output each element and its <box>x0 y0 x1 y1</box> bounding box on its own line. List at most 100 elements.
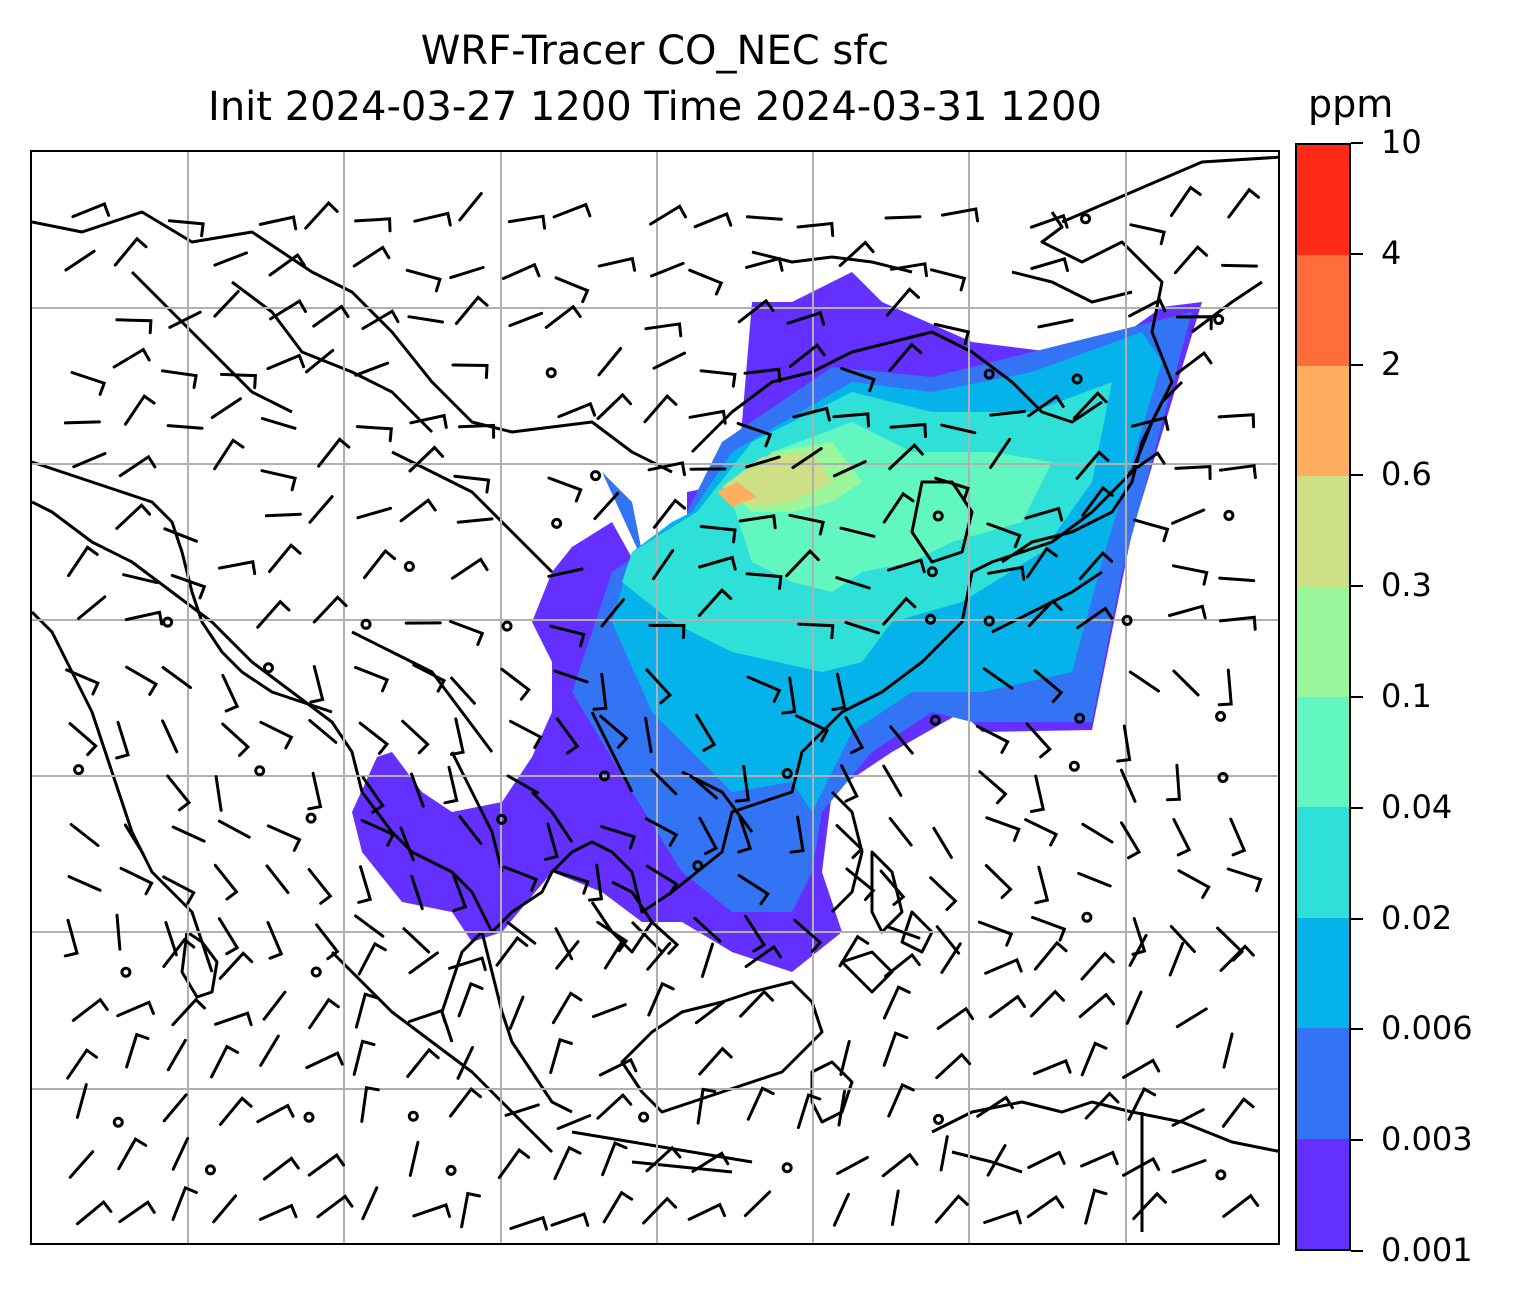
wind-barb <box>171 1137 190 1171</box>
wind-barb <box>650 768 678 796</box>
calm-wind-marker <box>305 812 317 824</box>
wind-barb <box>1125 990 1143 1025</box>
wind-barb <box>745 572 783 590</box>
wind-barb <box>118 454 157 478</box>
wind-barb <box>67 875 102 892</box>
wind-barb <box>984 864 1013 900</box>
wind-barb <box>1171 1159 1207 1174</box>
wind-barb <box>1173 244 1209 275</box>
wind-barb <box>256 1103 295 1124</box>
wind-barb <box>554 276 590 304</box>
wind-barb <box>161 719 179 754</box>
wind-barb <box>75 1083 88 1119</box>
wind-barb <box>603 937 626 970</box>
wind-barb <box>354 992 379 1029</box>
wind-barb <box>1128 933 1148 967</box>
wind-barb <box>162 937 196 968</box>
wind-barb <box>882 985 911 1020</box>
wind-barb <box>988 994 1026 1019</box>
wind-barb <box>1218 576 1256 583</box>
wind-barb <box>256 599 291 629</box>
wind-barb <box>936 1006 975 1030</box>
wind-barb <box>451 363 489 379</box>
wind-barb <box>221 722 251 757</box>
wind-barb <box>308 495 334 524</box>
wind-barb <box>792 406 831 422</box>
wind-barb <box>210 1044 239 1079</box>
wind-barb <box>695 713 717 752</box>
wind-barb <box>170 573 207 600</box>
colorbar-tick-label: 0.006 <box>1381 1009 1473 1048</box>
wind-barb <box>409 413 448 429</box>
wind-barb <box>213 251 248 267</box>
wind-barb <box>1222 1032 1234 1069</box>
wind-barb <box>358 721 390 755</box>
wind-barb <box>839 526 876 538</box>
wind-barb <box>934 1194 969 1224</box>
wind-barb <box>354 361 390 377</box>
wind-barb <box>67 545 99 578</box>
wind-barb <box>115 720 130 760</box>
wind-barb <box>497 1147 531 1180</box>
wind-barb <box>1027 394 1065 418</box>
map-panel <box>30 150 1280 1245</box>
wind-barb <box>1037 318 1074 329</box>
wind-barb <box>547 476 583 503</box>
wind-barb <box>307 868 333 905</box>
wind-barb <box>697 588 733 617</box>
wind-barb <box>504 1103 540 1117</box>
wind-barb <box>929 876 958 911</box>
wind-barb <box>509 1215 548 1231</box>
wind-barb <box>600 825 637 850</box>
wind-barb <box>413 211 452 227</box>
wind-barb <box>1171 1108 1205 1127</box>
wind-barb <box>543 822 559 861</box>
wind-barb <box>932 826 953 859</box>
wind-barb <box>354 665 390 693</box>
wind-barb <box>213 290 240 318</box>
wind-barb <box>551 991 583 1025</box>
wind-barb <box>407 315 444 324</box>
colorbar-tick <box>1351 696 1363 698</box>
wind-barb <box>360 818 396 847</box>
wind-barb <box>405 268 442 293</box>
wind-barb <box>1127 1087 1157 1121</box>
colorbar-tick-label: 0.003 <box>1381 1120 1473 1159</box>
wind-barb <box>162 1093 188 1123</box>
concentration-field <box>352 272 1202 972</box>
wind-barb <box>599 714 629 749</box>
wind-barb <box>840 367 876 393</box>
wind-barb <box>940 942 962 974</box>
wind-barb <box>887 1082 915 1118</box>
wind-barb <box>591 1003 627 1019</box>
wind-barb <box>746 675 782 703</box>
wind-barb <box>553 1145 582 1181</box>
wind-barb <box>449 266 485 280</box>
wind-barb <box>1128 451 1166 475</box>
calm-wind-marker <box>254 765 266 777</box>
wind-barb <box>1116 724 1132 763</box>
wind-barb <box>1128 670 1160 693</box>
calm-wind-marker <box>204 1164 216 1176</box>
wind-barb <box>601 1141 628 1177</box>
calm-wind-marker <box>929 714 941 726</box>
wind-barb <box>650 920 680 955</box>
wind-barb <box>166 774 192 812</box>
calm-wind-marker <box>407 1110 419 1122</box>
wind-barb <box>888 443 924 471</box>
wind-barb <box>164 921 178 957</box>
calm-wind-marker <box>112 1116 124 1128</box>
wind-barb <box>644 716 653 754</box>
wind-barb <box>989 437 1012 469</box>
wind-barb <box>597 347 623 377</box>
wind-barb <box>839 1040 851 1076</box>
wind-barb <box>1032 1058 1072 1076</box>
wind-barb <box>838 934 870 968</box>
wind-barb <box>940 207 980 223</box>
wind-barb <box>596 920 629 953</box>
colorbar-tick <box>1351 1250 1363 1252</box>
wind-barb <box>113 236 148 267</box>
field-max <box>717 482 757 507</box>
calm-wind-marker <box>983 615 995 627</box>
colorbar <box>1295 143 1351 1251</box>
